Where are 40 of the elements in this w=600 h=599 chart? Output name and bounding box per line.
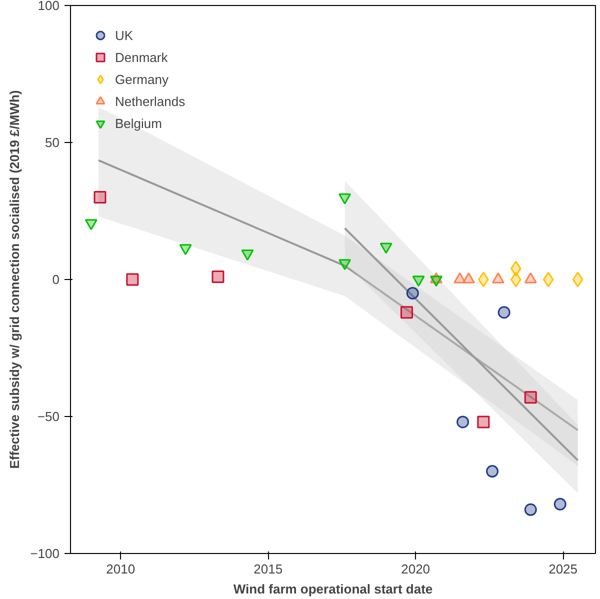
point <box>412 276 425 287</box>
point <box>94 191 106 204</box>
point <box>241 250 254 261</box>
legend-label: Denmark <box>115 50 168 64</box>
point <box>456 416 470 428</box>
point <box>179 244 192 256</box>
y-tick-label: 0 <box>52 272 60 287</box>
y-tick-label: −50 <box>37 409 60 424</box>
point <box>554 498 566 510</box>
point <box>338 193 352 204</box>
point <box>510 272 522 288</box>
x-axis-title: Wind farm operational start date <box>233 582 433 596</box>
legend-label: Germany <box>115 72 168 86</box>
point <box>406 286 419 300</box>
point <box>84 219 98 230</box>
point <box>380 242 392 254</box>
point <box>498 306 510 319</box>
point <box>572 272 584 288</box>
point <box>477 416 490 428</box>
point <box>524 503 537 516</box>
y-axis-title: Effective subsidy w/ grid connection socialised (2019 £/MWh) <box>7 90 22 469</box>
point <box>524 391 537 404</box>
point <box>212 270 224 284</box>
legend-label: Netherlands <box>115 94 186 108</box>
point <box>430 276 442 287</box>
y-tick-label: −100 <box>30 546 60 561</box>
x-tick-label: 2020 <box>401 562 430 576</box>
point <box>126 273 139 286</box>
legend-label: UK <box>115 28 134 42</box>
y-tick-label: 50 <box>45 135 60 150</box>
point <box>510 260 522 276</box>
y-tick-label: 100 <box>38 0 60 13</box>
x-tick-label: 2025 <box>548 562 578 576</box>
point <box>486 465 499 478</box>
point <box>338 259 352 270</box>
x-tick-label: 2015 <box>254 562 283 576</box>
point <box>542 272 554 288</box>
point <box>400 306 413 319</box>
x-tick-label: 2010 <box>106 562 136 576</box>
legend-label: Belgium <box>115 116 162 130</box>
